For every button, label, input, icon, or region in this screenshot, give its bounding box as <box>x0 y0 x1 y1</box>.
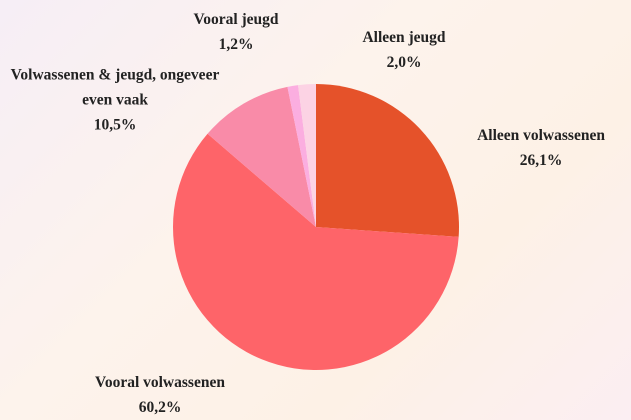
pie-slice <box>287 85 316 227</box>
value-label: 1,2% <box>218 36 254 53</box>
slice-label: Alleen jeugd 2,0% <box>334 25 474 75</box>
slice-label: Alleen volwassenen 26,1% <box>441 123 631 173</box>
pie-slice <box>316 84 459 237</box>
category-label: Volwassenen & jeugd, ongeveer even vaak <box>10 66 220 109</box>
value-label: 26,1% <box>519 152 563 169</box>
slice-label: Vooral volwassenen 60,2% <box>50 370 270 420</box>
pie-slice <box>298 84 316 227</box>
category-label: Alleen volwassenen <box>477 127 605 144</box>
pie-slice <box>172 133 459 370</box>
pie-slice <box>207 86 316 227</box>
category-label: Alleen jeugd <box>362 29 446 46</box>
value-label: 10,5% <box>93 116 137 134</box>
slice-label: Volwassenen & jeugd, ongeveer even vaak 1… <box>0 63 230 138</box>
category-label: Vooral jeugd <box>193 11 279 28</box>
value-label: 60,2% <box>138 399 182 416</box>
value-label: 2,0% <box>386 54 422 71</box>
slice-label: Vooral jeugd 1,2% <box>166 7 306 57</box>
category-label: Vooral volwassenen <box>95 374 225 391</box>
